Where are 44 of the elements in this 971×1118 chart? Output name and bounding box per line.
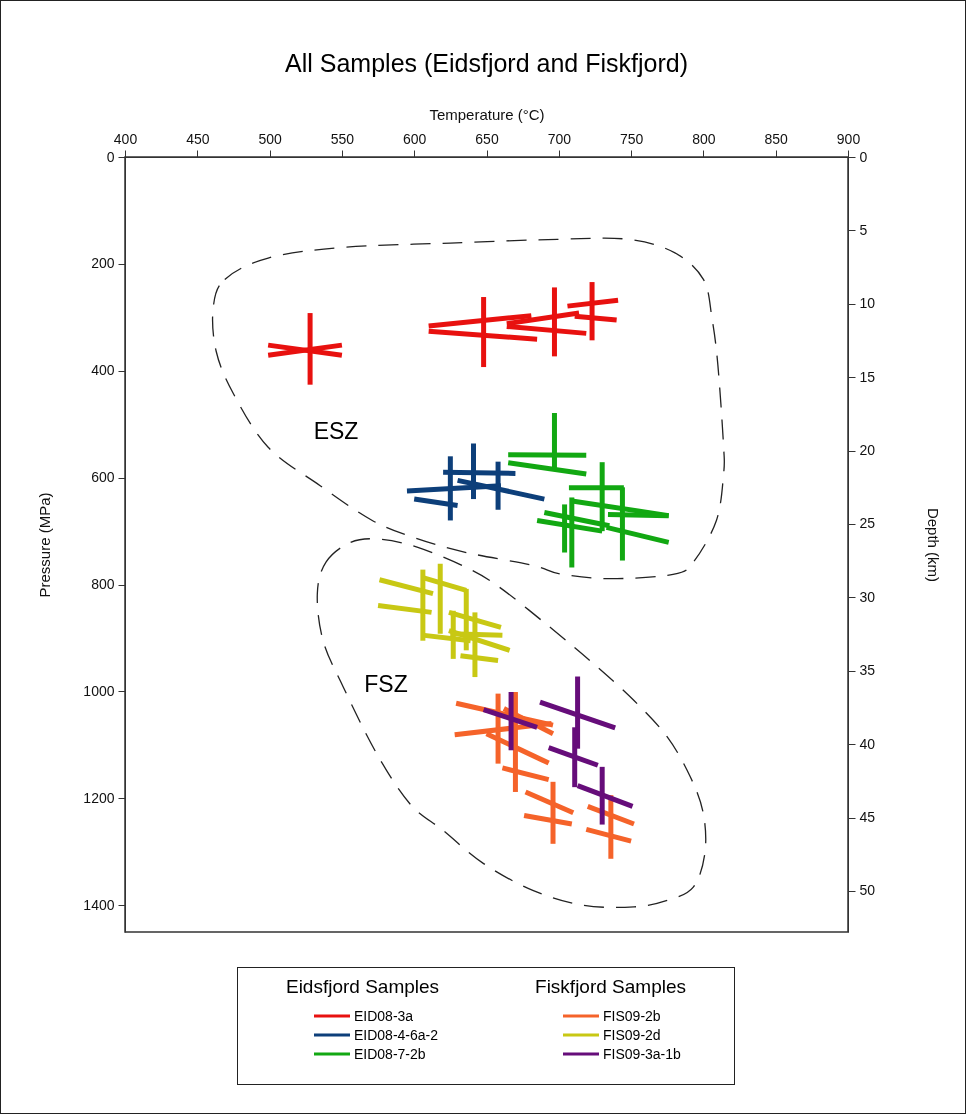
y-tick-label: 600 — [91, 469, 115, 486]
y-tick-label: 200 — [91, 255, 115, 272]
legend-label: EID08-7-2b — [353, 1045, 426, 1062]
y2-tick-label: 30 — [859, 588, 876, 605]
y2-tick-label: 0 — [859, 148, 868, 165]
legend-label: FIS09-2d — [603, 1026, 661, 1043]
x-tick-label: 850 — [764, 130, 789, 147]
y-tick-label: 1400 — [83, 896, 115, 913]
text: Eidsfjord Samples — [285, 976, 440, 998]
legend-label: FIS09-3a-1b — [603, 1045, 681, 1062]
y-tick-label: 0 — [106, 148, 115, 165]
y2-tick-label: 40 — [859, 735, 876, 752]
legend-label: FIS09-2b — [603, 1007, 661, 1024]
x-tick-label: 700 — [547, 130, 572, 147]
y-tick-label: 400 — [91, 362, 115, 379]
x-tick-label: 450 — [186, 130, 210, 147]
y2-tick-label: 10 — [859, 295, 876, 312]
chart-title: All Samples (Eidsfjord and Fiskfjord) — [285, 49, 688, 77]
y-axis-title: Pressure (MPa) — [36, 492, 54, 598]
y-tick-label: 1200 — [83, 789, 115, 806]
y-tick-label: 1000 — [83, 682, 115, 699]
y2-tick-label: 15 — [859, 368, 876, 385]
text: Fiskfjord Samples — [535, 976, 687, 998]
legend-label: EID08-4-6a-2 — [353, 1026, 439, 1043]
x-axis-title: Temperature (°C) — [429, 105, 545, 123]
y2-tick-label: 45 — [859, 809, 876, 826]
y2-tick-label: 5 — [859, 221, 868, 238]
x-tick-label: 500 — [258, 130, 282, 147]
y2-tick-label: 50 — [859, 882, 876, 899]
x-tick-label: 800 — [692, 130, 716, 147]
y2-tick-label: 20 — [859, 442, 876, 459]
annotation: ESZ — [313, 418, 359, 445]
x-tick-label: 650 — [475, 130, 499, 147]
x-tick-label: 550 — [330, 130, 355, 147]
annotation: FSZ — [364, 671, 408, 698]
x-tick-label: 600 — [403, 130, 427, 147]
y2-tick-label: 25 — [859, 515, 876, 532]
y2-tick-label: 35 — [859, 662, 876, 679]
x-tick-label: 900 — [836, 130, 861, 147]
x-tick-label: 750 — [619, 130, 644, 147]
y2-axis-title: Depth (km) — [925, 507, 943, 583]
legend-label: EID08-3a — [353, 1007, 414, 1024]
x-tick-label: 400 — [113, 130, 138, 147]
y-tick-label: 800 — [91, 576, 115, 593]
